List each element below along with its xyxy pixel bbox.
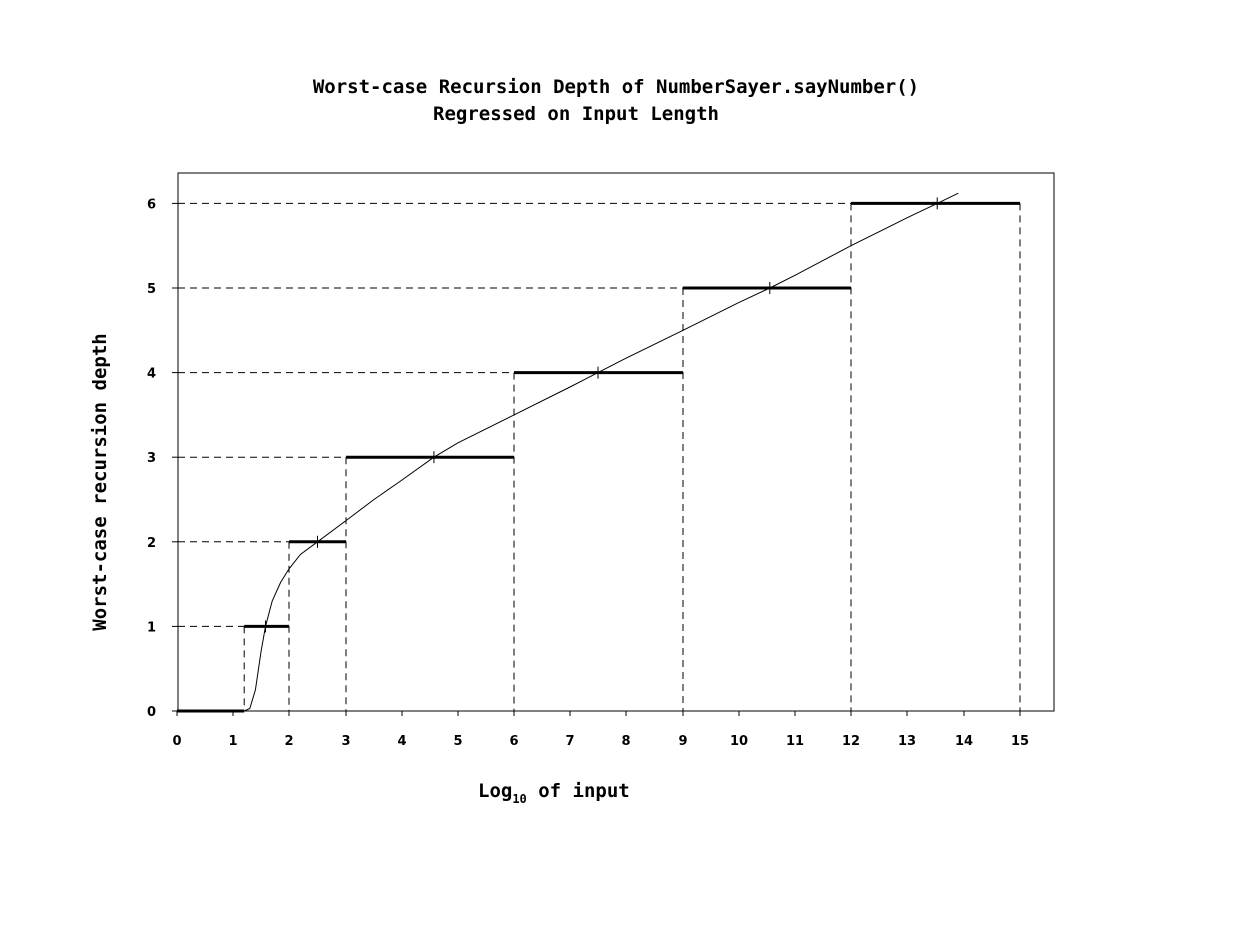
- x-axis-ticks: 0 1 2 3 4 5 6 7 8 9 10 11 12 13 14 15: [172, 711, 1029, 749]
- x-tick-label: 7: [565, 734, 574, 749]
- regression-series: [243, 192, 959, 712]
- y-axis-label: Worst-case recursion depth: [89, 333, 111, 630]
- chart-title-line1: Worst-case Recursion Depth of NumberSaye…: [313, 76, 919, 98]
- y-tick-label: 3: [147, 451, 156, 466]
- x-tick-label: 12: [842, 734, 860, 749]
- y-tick-label: 0: [147, 705, 156, 720]
- regression-curve: [243, 192, 959, 712]
- x-tick-label: 5: [453, 734, 462, 749]
- x-axis-label-subscript: 10: [512, 792, 526, 806]
- x-tick-label: 6: [509, 734, 518, 749]
- chart-title-line2: Regressed on Input Length: [433, 103, 719, 125]
- y-axis-ticks: 0 1 2 3 4 5 6: [147, 197, 178, 720]
- x-tick-label: 8: [621, 734, 630, 749]
- y-tick-label: 5: [147, 282, 156, 297]
- x-tick-label: 1: [228, 734, 237, 749]
- x-tick-label: 11: [786, 734, 804, 749]
- x-tick-label: 15: [1011, 734, 1029, 749]
- guide-lines: [178, 202, 1021, 711]
- x-tick-label: 10: [730, 734, 748, 749]
- y-tick-label: 2: [147, 536, 156, 551]
- x-tick-label: 0: [172, 734, 181, 749]
- y-tick-label: 1: [147, 620, 156, 635]
- plot-frame: [177, 172, 1055, 712]
- x-tick-label: 3: [341, 734, 350, 749]
- y-tick-label: 6: [147, 197, 156, 212]
- x-tick-label: 2: [284, 734, 293, 749]
- y-tick-label: 4: [147, 367, 156, 382]
- x-tick-label: 9: [678, 734, 687, 749]
- x-tick-label: 13: [898, 734, 916, 749]
- x-axis-label-rest: of input: [527, 780, 630, 802]
- x-tick-label: 4: [397, 734, 406, 749]
- x-axis-label-main: Log: [478, 780, 512, 802]
- x-tick-label: 14: [955, 734, 973, 749]
- x-axis-label: Log10 of input: [478, 780, 630, 806]
